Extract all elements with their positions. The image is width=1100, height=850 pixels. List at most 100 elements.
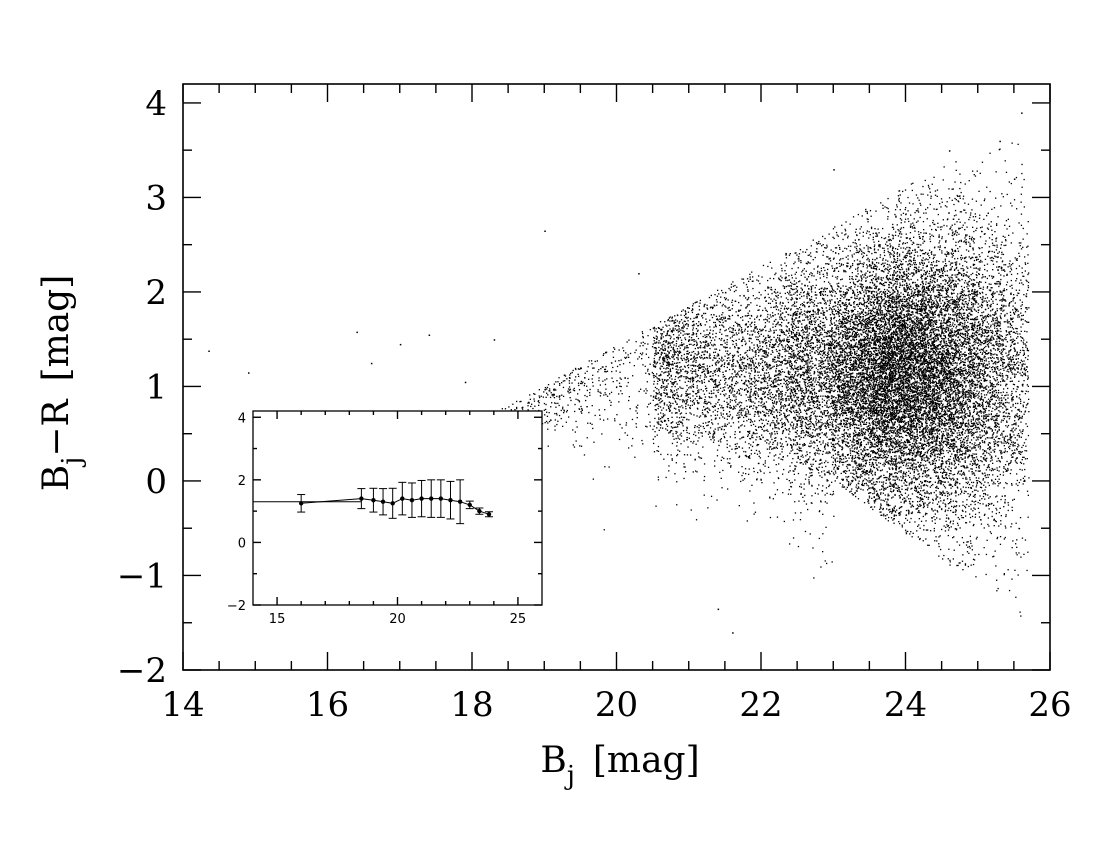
scatter-point [960,239,962,241]
scatter-point [895,314,897,316]
scatter-point [851,276,853,278]
scatter-point [781,426,783,428]
scatter-point [858,365,860,367]
scatter-point [955,356,958,359]
scatter-point [732,334,734,336]
scatter-point [854,379,856,381]
scatter-point [809,342,811,344]
scatter-point [916,326,918,328]
scatter-point [896,255,899,258]
scatter-point [853,260,856,262]
scatter-point [992,395,994,397]
scatter-point [901,449,903,451]
scatter-point [815,367,818,369]
scatter-point [915,436,917,438]
scatter-point [928,324,930,326]
scatter-point [934,384,936,386]
scatter-point [950,509,952,512]
scatter-point [925,309,927,311]
scatter-point [749,334,751,336]
scatter-point [954,312,956,314]
scatter-point [933,302,935,305]
scatter-point [1022,238,1024,240]
scatter-point [894,429,896,431]
scatter-point [754,318,756,320]
scatter-point [680,314,682,316]
scatter-point [707,421,709,423]
scatter-point [753,513,755,515]
scatter-point [1021,432,1023,435]
scatter-point [754,425,757,427]
scatter-point [705,318,707,320]
scatter-point [848,329,850,331]
scatter-point [706,370,708,372]
scatter-point [924,437,927,439]
scatter-point [803,301,805,303]
scatter-point [957,400,960,402]
scatter-point [980,259,982,262]
scatter-point [962,440,964,442]
scatter-point [802,359,805,361]
scatter-point [917,231,920,233]
scatter-point [1027,358,1029,361]
scatter-point [736,391,739,393]
scatter-point [909,315,911,317]
scatter-point [903,460,906,462]
scatter-point [823,348,826,351]
scatter-point [942,219,944,221]
scatter-point [933,339,935,341]
scatter-point [930,530,932,532]
scatter-point [783,379,786,381]
scatter-point [1004,440,1006,443]
scatter-point [940,493,943,495]
scatter-point [682,322,684,324]
scatter-point [917,289,919,292]
scatter-point [940,288,942,290]
scatter-point [958,348,960,350]
scatter-point [954,382,956,384]
scatter-point [983,355,985,357]
scatter-point [900,347,902,350]
scatter-point [794,359,797,362]
scatter-point [779,339,781,341]
scatter-point [829,438,831,440]
scatter-point [916,469,918,471]
scatter-point [774,361,776,363]
scatter-point [938,536,940,538]
scatter-point [878,406,880,409]
scatter-point [953,218,955,220]
scatter-point [859,318,861,321]
scatter-point [812,313,815,315]
scatter-point [727,318,729,320]
scatter-point [881,350,884,352]
scatter-point [995,455,997,457]
scatter-point [842,387,845,389]
scatter-point [949,300,951,302]
scatter-point [902,477,904,479]
scatter-point [842,455,844,457]
scatter-point [719,370,721,373]
scatter-point [924,373,926,375]
scatter-point [824,360,826,362]
scatter-point [656,427,658,429]
scatter-point [756,443,759,446]
scatter-point [931,509,933,511]
scatter-point [816,397,818,399]
scatter-point [951,463,953,465]
scatter-point [675,430,677,433]
scatter-point [698,367,700,370]
scatter-point [818,360,820,362]
scatter-point [1010,443,1012,445]
scatter-point [897,450,900,452]
scatter-point [581,412,583,414]
scatter-point [722,312,724,314]
scatter-point [917,312,919,315]
scatter-point [963,492,965,494]
scatter-point [836,400,839,402]
scatter-point [764,296,766,298]
scatter-point [790,396,792,398]
scatter-point [862,330,864,332]
scatter-point [964,351,966,353]
scatter-point [901,351,903,353]
scatter-point [929,233,931,235]
